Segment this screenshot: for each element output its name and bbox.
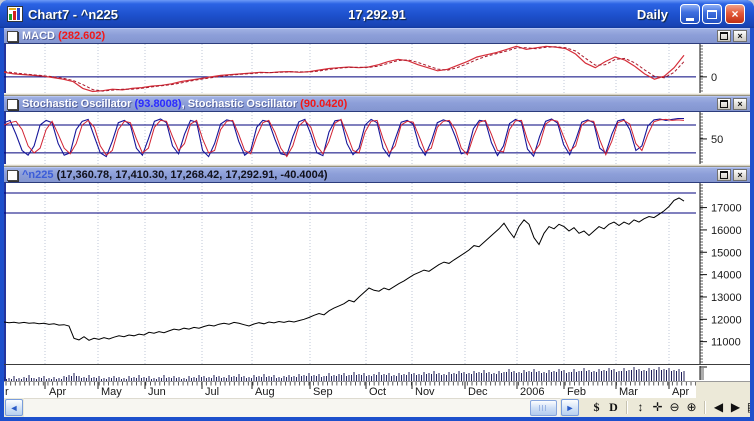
next-chart-tool-icon[interactable]: ▶ — [730, 400, 741, 414]
volume-plot[interactable] — [4, 365, 696, 381]
titlebar[interactable]: Chart7 - ^n225 17,292.91 Daily × — [0, 0, 754, 28]
pane-collapse-icon[interactable] — [7, 98, 18, 110]
price-scale-tool-icon[interactable]: $ — [593, 400, 600, 414]
stochastic-pane: 50 — [4, 112, 750, 164]
xaxis-label: Jul — [205, 386, 220, 398]
last-price-readout: 17,292.91 — [348, 6, 406, 22]
volume-strip — [4, 364, 750, 381]
svg-text:17000: 17000 — [711, 203, 742, 215]
app-chart-icon — [7, 6, 23, 22]
previous-chart-tool-icon[interactable]: ◀ — [713, 400, 724, 414]
axis-corner — [696, 382, 750, 398]
minimize-icon — [686, 15, 694, 21]
chart-toolbar: $ D ↕ ✛ ⊖ ⊕ ◀ ▶ ▤ — [580, 398, 750, 417]
vertical-zoom-tool-icon[interactable]: ↕ — [637, 400, 644, 414]
price-pane: 17000 16000 15000 14000 13000 12000 11000 — [4, 183, 750, 364]
svg-text:12000: 12000 — [711, 314, 742, 326]
macd-y-axis: 0 — [696, 44, 750, 93]
svg-text:13000: 13000 — [711, 292, 742, 304]
macd-value: (282.602) — [58, 30, 106, 42]
price-ohlc-values: (17,360.78, 17,410.30, 17,268.42, 17,292… — [56, 169, 328, 181]
toolbar-separator — [626, 401, 628, 414]
pane-splitter[interactable] — [4, 93, 750, 96]
xaxis-label: Nov — [415, 386, 435, 398]
macd-pane-header[interactable]: MACD (282.602) × — [4, 28, 750, 44]
pane-collapse-icon[interactable] — [7, 30, 18, 42]
scrollbar-thumb[interactable] — [530, 400, 557, 416]
xaxis-label: Sep — [313, 386, 333, 398]
xaxis-label: Apr — [49, 386, 67, 398]
zoom-out-tool-icon[interactable]: ⊖ — [669, 400, 680, 414]
chart-client-area: MACD (282.602) × 0 Stochastic Oscillator… — [4, 28, 750, 417]
x-axis-row: r Apr May Jun Jul Aug Sep Oct Nov Dec 2006 Feb Mar Ap… — [4, 381, 750, 398]
pane-maximize-button[interactable] — [717, 30, 731, 42]
stochastic-value-2: (90.0420) — [300, 98, 348, 110]
xaxis-label: 2006 — [520, 386, 545, 398]
layout-tool-icon[interactable]: ▤ — [745, 399, 750, 416]
price-pane-header[interactable]: ^n225 (17,360.78, 17,410.30, 17,268.42, … — [4, 167, 750, 183]
xaxis-label: Aug — [255, 386, 275, 398]
pane-close-button[interactable]: × — [733, 98, 747, 110]
x-axis-labels: r Apr May Jun Jul Aug Sep Oct Nov Dec 2006 Feb Mar Ap… — [4, 382, 697, 398]
svg-text:11000: 11000 — [711, 337, 741, 349]
xaxis-label: Feb — [567, 386, 586, 398]
pane-close-button[interactable]: × — [733, 30, 747, 42]
bottom-scroll-row: ◄ ► $ D ↕ ✛ ⊖ ⊕ ◀ ▶ ▤ — [4, 398, 750, 417]
scroll-right-button[interactable]: ► — [561, 399, 579, 416]
price-plot[interactable] — [4, 183, 696, 364]
stochastic-title-1: Stochastic Oscillator — [22, 98, 135, 110]
pan-tool-icon[interactable]: ✛ — [652, 400, 663, 414]
xaxis-label: Mar — [619, 386, 638, 398]
volume-y-axis — [696, 365, 750, 381]
periodicity-label: Daily — [636, 6, 668, 22]
minimize-button[interactable] — [680, 4, 700, 24]
xaxis-label: Oct — [369, 386, 387, 398]
window-title: Chart7 - ^n225 — [28, 6, 118, 22]
macd-title: MACD — [22, 30, 59, 42]
pane-maximize-button[interactable] — [717, 169, 731, 181]
pane-collapse-icon[interactable] — [7, 169, 18, 181]
xaxis-label: Dec — [468, 386, 488, 398]
svg-text:15000: 15000 — [711, 247, 742, 259]
maximize-icon — [720, 171, 728, 179]
periodicity-tool-icon[interactable]: D — [609, 400, 618, 414]
close-icon: × — [731, 7, 739, 21]
maximize-button[interactable] — [702, 4, 722, 24]
xaxis-label: r — [5, 386, 9, 398]
close-button[interactable]: × — [725, 4, 745, 24]
scroll-left-button[interactable]: ◄ — [5, 399, 23, 416]
stochastic-value-1: (93.8008) — [134, 98, 182, 110]
svg-text:14000: 14000 — [711, 270, 742, 282]
maximize-icon — [707, 9, 717, 19]
scrollbar-grip-icon — [539, 405, 548, 411]
price-y-axis: 17000 16000 15000 14000 13000 12000 11000 — [696, 183, 750, 364]
maximize-icon — [720, 100, 728, 108]
svg-text:50: 50 — [711, 134, 723, 146]
maximize-icon — [720, 32, 728, 40]
zoom-in-tool-icon[interactable]: ⊕ — [686, 400, 697, 414]
svg-text:0: 0 — [711, 72, 717, 84]
pane-splitter[interactable] — [4, 164, 750, 167]
scrollbar-track[interactable] — [24, 398, 560, 417]
stochastic-plot[interactable] — [4, 112, 696, 164]
macd-plot[interactable] — [4, 44, 696, 93]
pane-maximize-button[interactable] — [717, 98, 731, 110]
macd-pane: 0 — [4, 44, 750, 93]
price-symbol: ^n225 — [22, 169, 57, 181]
stochastic-title-2: , Stochastic Oscillator — [181, 98, 301, 110]
stochastic-pane-header[interactable]: Stochastic Oscillator (93.8008) , Stocha… — [4, 96, 750, 112]
stochastic-y-axis: 50 — [696, 112, 750, 164]
xaxis-label: May — [101, 386, 122, 398]
xaxis-label: Jun — [148, 386, 166, 398]
toolbar-separator — [704, 401, 706, 414]
svg-text:16000: 16000 — [711, 225, 742, 237]
pane-close-button[interactable]: × — [733, 169, 747, 181]
xaxis-label: Apr — [672, 386, 690, 398]
